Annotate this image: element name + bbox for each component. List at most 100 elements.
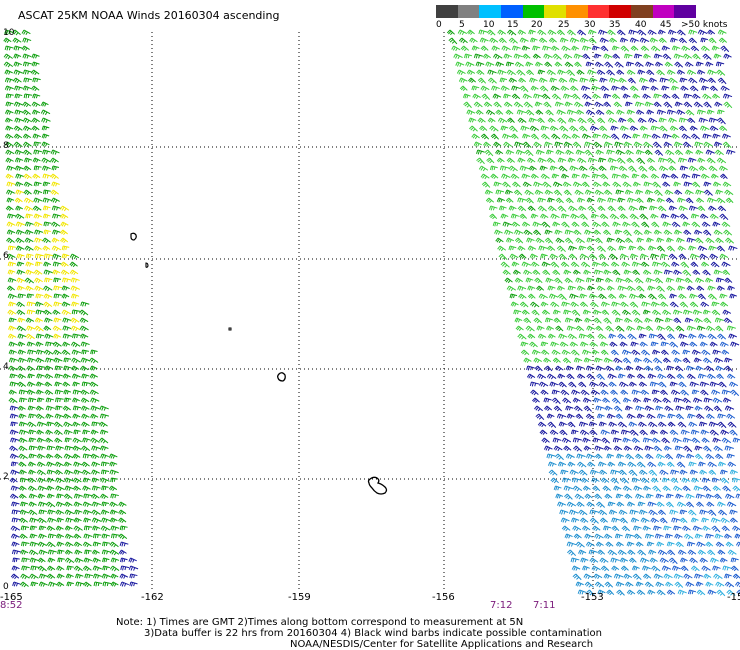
wind-barb bbox=[8, 389, 17, 395]
wind-barb bbox=[684, 189, 694, 196]
scale-swatch bbox=[544, 5, 567, 18]
wind-barb bbox=[538, 37, 548, 44]
wind-barb bbox=[20, 501, 29, 507]
wind-barb bbox=[558, 77, 568, 84]
wind-barb bbox=[559, 341, 569, 348]
wind-barb bbox=[578, 509, 588, 516]
wind-barb bbox=[506, 157, 515, 164]
wind-barb bbox=[618, 293, 627, 299]
wind-barb bbox=[677, 549, 687, 555]
wind-barb bbox=[636, 413, 645, 419]
wind-barb bbox=[524, 189, 534, 196]
wind-barb bbox=[597, 589, 606, 595]
wind-barb bbox=[72, 453, 81, 459]
wind-barb bbox=[666, 69, 676, 75]
wind-barb bbox=[672, 437, 682, 443]
wind-barb bbox=[692, 397, 703, 403]
wind-barb bbox=[537, 29, 547, 36]
wind-barb bbox=[695, 149, 704, 155]
wind-barb bbox=[80, 333, 89, 339]
wind-barb bbox=[61, 293, 70, 299]
wind-barb bbox=[55, 525, 64, 531]
wind-barb bbox=[35, 341, 44, 347]
wind-barb bbox=[622, 221, 631, 227]
wind-barb bbox=[503, 93, 511, 99]
wind-barb bbox=[690, 45, 700, 52]
wind-barb bbox=[579, 213, 588, 220]
wind-barb bbox=[488, 205, 498, 211]
wind-barb bbox=[717, 549, 726, 555]
wind-barb bbox=[712, 181, 722, 187]
wind-barb bbox=[703, 573, 712, 579]
wind-barb bbox=[679, 301, 689, 308]
wind-barb bbox=[646, 157, 656, 164]
wind-barb bbox=[26, 325, 36, 331]
wind-barb bbox=[510, 301, 519, 307]
wind-barb bbox=[577, 117, 587, 124]
wind-barb bbox=[529, 125, 540, 132]
wind-barb bbox=[700, 261, 710, 267]
wind-barb bbox=[75, 581, 85, 587]
wind-barb bbox=[687, 117, 696, 124]
wind-barb bbox=[650, 85, 659, 91]
wind-barb bbox=[656, 589, 666, 596]
wind-barb bbox=[500, 213, 509, 219]
wind-barb bbox=[47, 549, 57, 555]
wind-barb bbox=[678, 157, 688, 163]
wind-barb bbox=[31, 53, 40, 59]
wind-barb bbox=[45, 453, 54, 459]
wind-barb bbox=[18, 429, 29, 435]
wind-barb bbox=[70, 317, 80, 324]
wind-barb bbox=[671, 565, 681, 571]
wind-barb bbox=[660, 349, 669, 356]
wind-barb bbox=[37, 517, 47, 524]
wind-barb bbox=[36, 365, 46, 371]
wind-barb bbox=[50, 149, 60, 155]
wind-barb bbox=[609, 213, 620, 220]
wind-barb bbox=[597, 333, 607, 340]
wind-barb bbox=[30, 69, 40, 76]
wind-barb bbox=[711, 309, 721, 316]
wind-barb bbox=[607, 205, 616, 212]
scale-label: 25 bbox=[558, 20, 570, 30]
wind-barb bbox=[483, 141, 492, 147]
wind-barb bbox=[647, 461, 657, 468]
wind-barb bbox=[51, 205, 61, 211]
wind-barb bbox=[55, 477, 65, 484]
wind-barb bbox=[51, 237, 60, 243]
wind-barb bbox=[572, 437, 582, 443]
wind-barb bbox=[692, 309, 702, 315]
wind-barb bbox=[15, 221, 25, 227]
wind-barb bbox=[41, 157, 51, 164]
wind-barb bbox=[496, 197, 505, 203]
wind-barb bbox=[63, 365, 72, 371]
wind-barb bbox=[702, 357, 712, 364]
wind-barb bbox=[598, 469, 608, 475]
wind-barb bbox=[545, 277, 554, 283]
wind-barb bbox=[525, 109, 535, 116]
wind-barb bbox=[535, 149, 545, 155]
wind-barb bbox=[679, 341, 689, 347]
wind-barb bbox=[535, 109, 544, 115]
wind-barb bbox=[24, 245, 34, 252]
wind-barb bbox=[600, 349, 609, 356]
wind-barb bbox=[657, 549, 668, 556]
wind-barb bbox=[695, 189, 705, 195]
wind-barb bbox=[56, 573, 65, 579]
wind-barb bbox=[679, 517, 688, 524]
wind-barb bbox=[101, 485, 109, 491]
wind-barb bbox=[649, 37, 658, 43]
wind-barb bbox=[505, 109, 514, 115]
wind-barb bbox=[582, 349, 592, 355]
wind-barb bbox=[665, 149, 675, 156]
wind-barb bbox=[671, 221, 681, 228]
wind-barb bbox=[592, 437, 602, 443]
wind-barb bbox=[650, 341, 659, 347]
wind-barb bbox=[118, 501, 127, 507]
wind-barb bbox=[610, 389, 618, 396]
wind-barb bbox=[109, 541, 119, 548]
wind-barb bbox=[17, 357, 27, 363]
wind-barb bbox=[647, 501, 657, 507]
wind-barb bbox=[608, 253, 618, 260]
wind-barb bbox=[638, 165, 648, 172]
